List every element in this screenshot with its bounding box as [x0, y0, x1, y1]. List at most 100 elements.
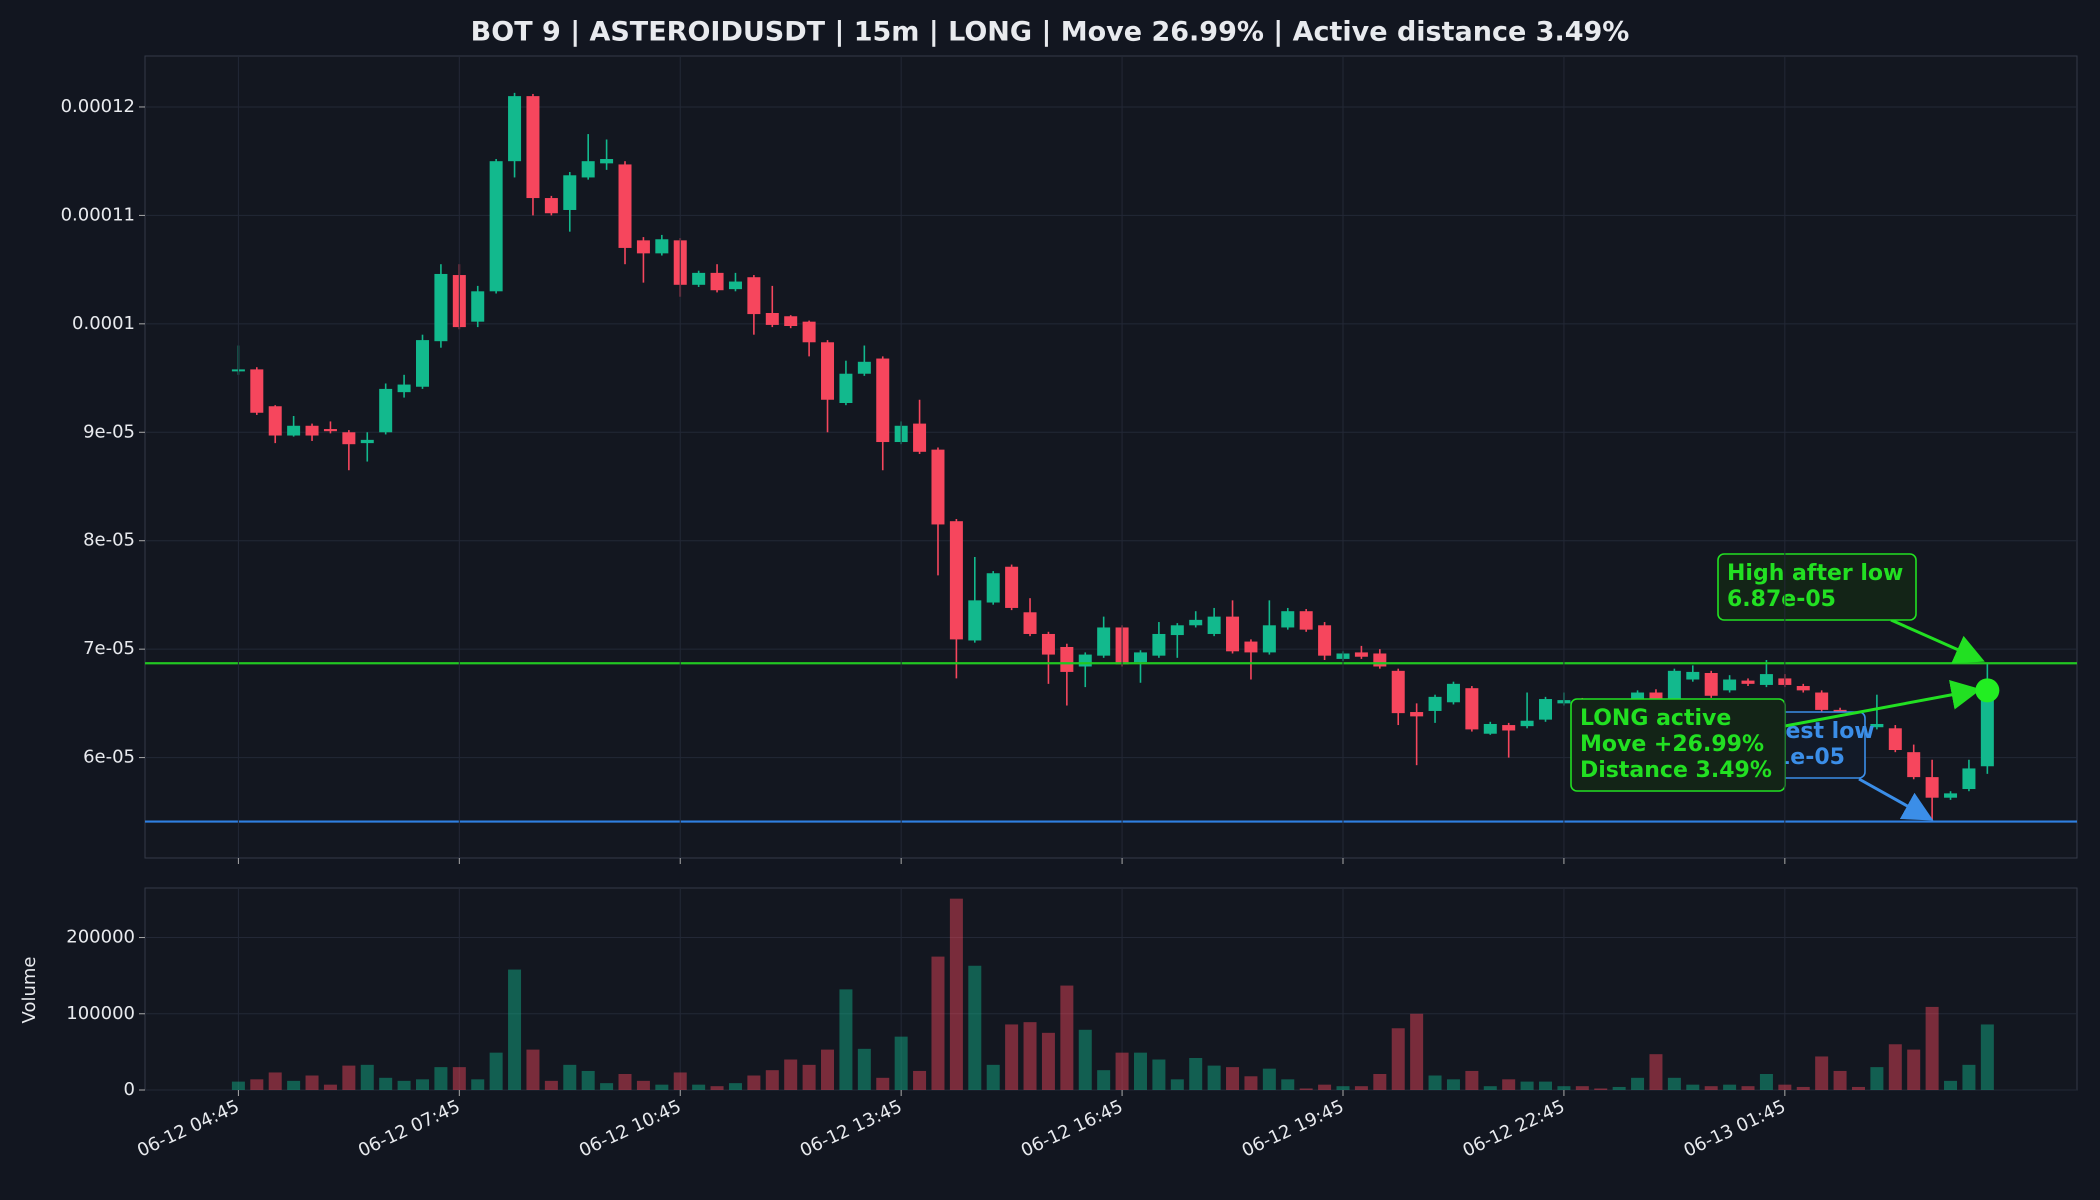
volume-bar: [894, 1036, 908, 1090]
volume-bar: [1925, 1006, 1939, 1090]
candle-body: [1815, 692, 1829, 710]
volume-bar: [416, 1079, 429, 1090]
volume-bar: [1723, 1084, 1737, 1090]
candle-body: [618, 164, 632, 248]
volume-bar: [1262, 1068, 1276, 1090]
annotation-arrow: [1858, 777, 1934, 821]
volume-bar: [1815, 1056, 1829, 1090]
volume-bar: [692, 1084, 706, 1090]
volume-bar: [857, 1048, 871, 1090]
y-tick-label: 0.0001: [72, 313, 135, 334]
volume-bar: [1575, 1086, 1589, 1090]
candle-body: [1391, 670, 1405, 714]
volume-bar: [544, 1080, 558, 1090]
candle-body: [1428, 696, 1442, 711]
volume-bar: [913, 1070, 927, 1090]
volume-bar: [1373, 1073, 1387, 1090]
volume-bar: [1465, 1070, 1479, 1090]
volume-bar: [728, 1083, 742, 1090]
candle-body: [397, 384, 411, 393]
candle-body: [1483, 723, 1497, 734]
volume-bar: [1557, 1086, 1571, 1090]
candle-body: [379, 388, 393, 433]
volume-bar: [508, 969, 522, 1090]
y-tick-label: 0.00012: [61, 96, 135, 117]
candle-body: [636, 240, 650, 254]
candle-body: [544, 198, 558, 214]
volume-bar: [581, 1070, 595, 1090]
candle-body: [1962, 768, 1976, 790]
volume-bar: [986, 1064, 1000, 1090]
candle-body: [821, 342, 835, 400]
candle-body: [1649, 692, 1663, 702]
volume-bar: [1796, 1086, 1810, 1090]
volume-bar: [1189, 1057, 1203, 1090]
volume-bar: [839, 989, 853, 1090]
volume-bar: [1741, 1086, 1755, 1090]
candle-body: [250, 369, 264, 413]
volume-bar: [397, 1080, 411, 1090]
candle-body: [1925, 777, 1939, 798]
volume-bar: [526, 1049, 540, 1090]
volume-bar: [600, 1083, 614, 1090]
candle-body: [1373, 653, 1387, 667]
candle-body: [1520, 720, 1534, 727]
candle-body: [1281, 611, 1295, 628]
candle-body: [1318, 625, 1332, 656]
candle-body: [1704, 673, 1718, 696]
volume-bar: [1023, 1022, 1037, 1090]
volume-bar: [1428, 1075, 1442, 1090]
candle-body: [1410, 712, 1424, 717]
volume-bar: [231, 1081, 245, 1090]
volume-bar: [949, 898, 963, 1090]
volume-bar: [1704, 1086, 1718, 1090]
candle-body: [765, 312, 779, 325]
candle-body: [747, 277, 761, 315]
candle-body: [508, 96, 522, 162]
volume-bar: [305, 1075, 319, 1090]
annotation-box: [1717, 553, 1917, 621]
volume-bar: [1244, 1076, 1258, 1090]
candle-body: [434, 273, 448, 342]
candle-body: [471, 291, 485, 322]
candle-body: [1262, 625, 1276, 653]
candle-body: [1539, 699, 1553, 720]
candle-body: [563, 175, 577, 210]
candle-body: [1796, 686, 1810, 691]
candle-body: [1005, 566, 1019, 608]
annotation-text: LONG active: [1580, 706, 1731, 731]
volume-bar: [636, 1080, 650, 1090]
volume-bar: [1115, 1052, 1129, 1090]
candle-body: [1023, 612, 1037, 634]
candle-body: [1944, 793, 1958, 798]
candle-body: [1888, 728, 1902, 750]
candle-body: [913, 423, 927, 452]
candle-body: [839, 373, 853, 403]
volume-bar: [1649, 1054, 1663, 1090]
candle-body: [1207, 616, 1221, 634]
volume-bar: [1336, 1086, 1350, 1090]
candle-body: [1226, 616, 1240, 652]
annotation-text: High after low: [1727, 561, 1903, 586]
candle-body: [968, 600, 982, 641]
candle-body: [986, 573, 1000, 603]
candle-body: [287, 425, 301, 436]
volume-bar: [968, 965, 982, 1090]
volume-bar: [1520, 1081, 1534, 1090]
volume-bar: [1594, 1088, 1608, 1090]
candle-body: [1759, 674, 1773, 685]
annotation-arrow: [1890, 618, 1985, 664]
candle-body: [802, 321, 816, 343]
candle-body: [1152, 633, 1166, 656]
volume-bar: [1446, 1079, 1460, 1090]
volume-bar: [287, 1080, 301, 1090]
volume-bar: [1778, 1084, 1792, 1090]
candle-body: [710, 272, 724, 291]
y-tick-label: 6e-05: [83, 747, 135, 768]
volume-bar: [323, 1084, 337, 1090]
volume-bar: [876, 1077, 890, 1090]
candle-body: [784, 316, 798, 327]
candle-body: [1354, 652, 1368, 657]
volume-bar: [821, 1049, 835, 1090]
